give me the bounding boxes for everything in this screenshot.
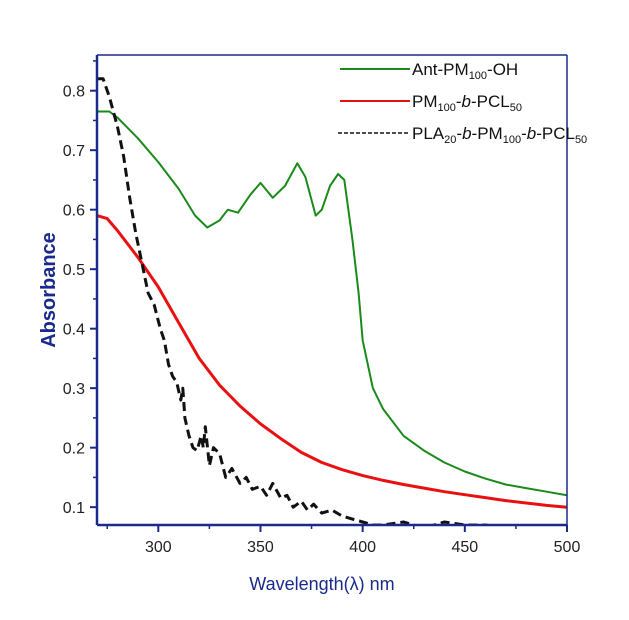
legend: Ant-PM100-OH PM100-b-PCL50 PLA20-b-PM100-b… [338,60,587,146]
y-tick-label: 0.2 [63,441,85,458]
y-tick-label: 0.8 [63,84,85,101]
legend-label-3: PLA20-b-PM100-b-PCL50 [412,124,587,146]
series-line-1 [97,110,567,497]
legend-label-1: Ant-PM100-OH [412,60,518,82]
y-axis-title: Absorbance [38,232,60,348]
x-tick-label: 400 [349,539,376,556]
x-tick-label: 350 [247,539,274,556]
y-tick-label: 0.3 [63,381,85,398]
x-tick-label: 450 [451,539,478,556]
y-tick-label: 0.6 [63,203,85,220]
x-tick-label: 500 [554,539,581,556]
y-tick-label: 0.4 [63,322,85,339]
series-line-3 [97,77,496,525]
axes-layer: 300 350 400 450 500 0.1 0.2 0.3 0.4 0.5 0.6 0.7 0.8 [63,54,581,556]
y-tick-label: 0.1 [63,500,85,517]
series-layer [97,77,567,525]
series-line-2 [97,214,567,509]
x-axis-title: Wavelength(λ) nm [249,574,394,594]
y-tick-label: 0.5 [63,262,85,279]
x-tick-label: 300 [145,539,172,556]
y-tick-label: 0.7 [63,143,85,160]
legend-label-2: PM100-b-PCL50 [412,92,522,114]
